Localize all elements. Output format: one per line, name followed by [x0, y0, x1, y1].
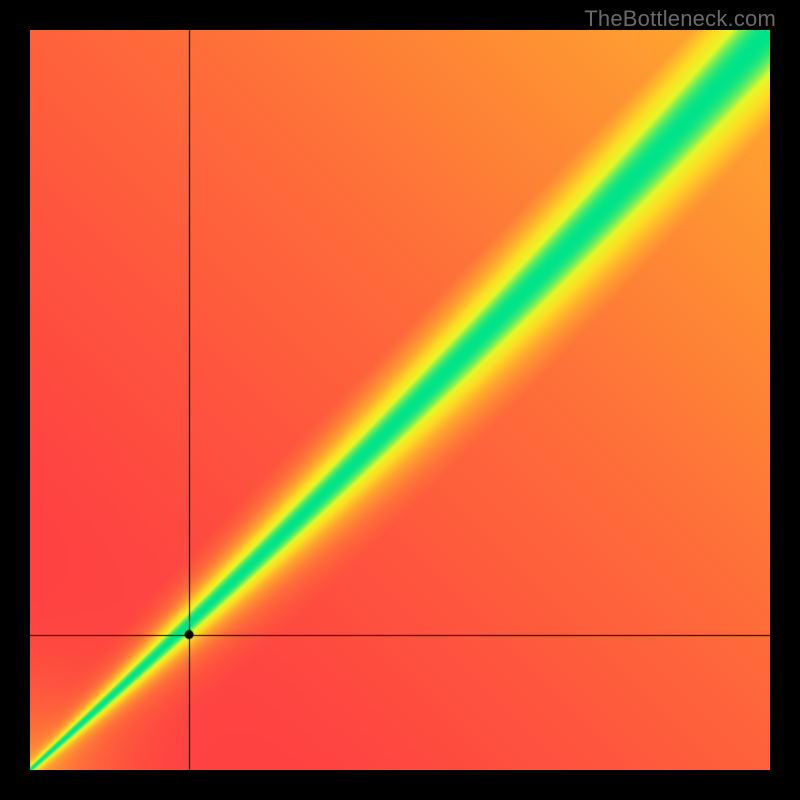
watermark-label: TheBottleneck.com [584, 6, 776, 32]
chart-container: TheBottleneck.com [0, 0, 800, 800]
bottleneck-heatmap [30, 30, 770, 770]
